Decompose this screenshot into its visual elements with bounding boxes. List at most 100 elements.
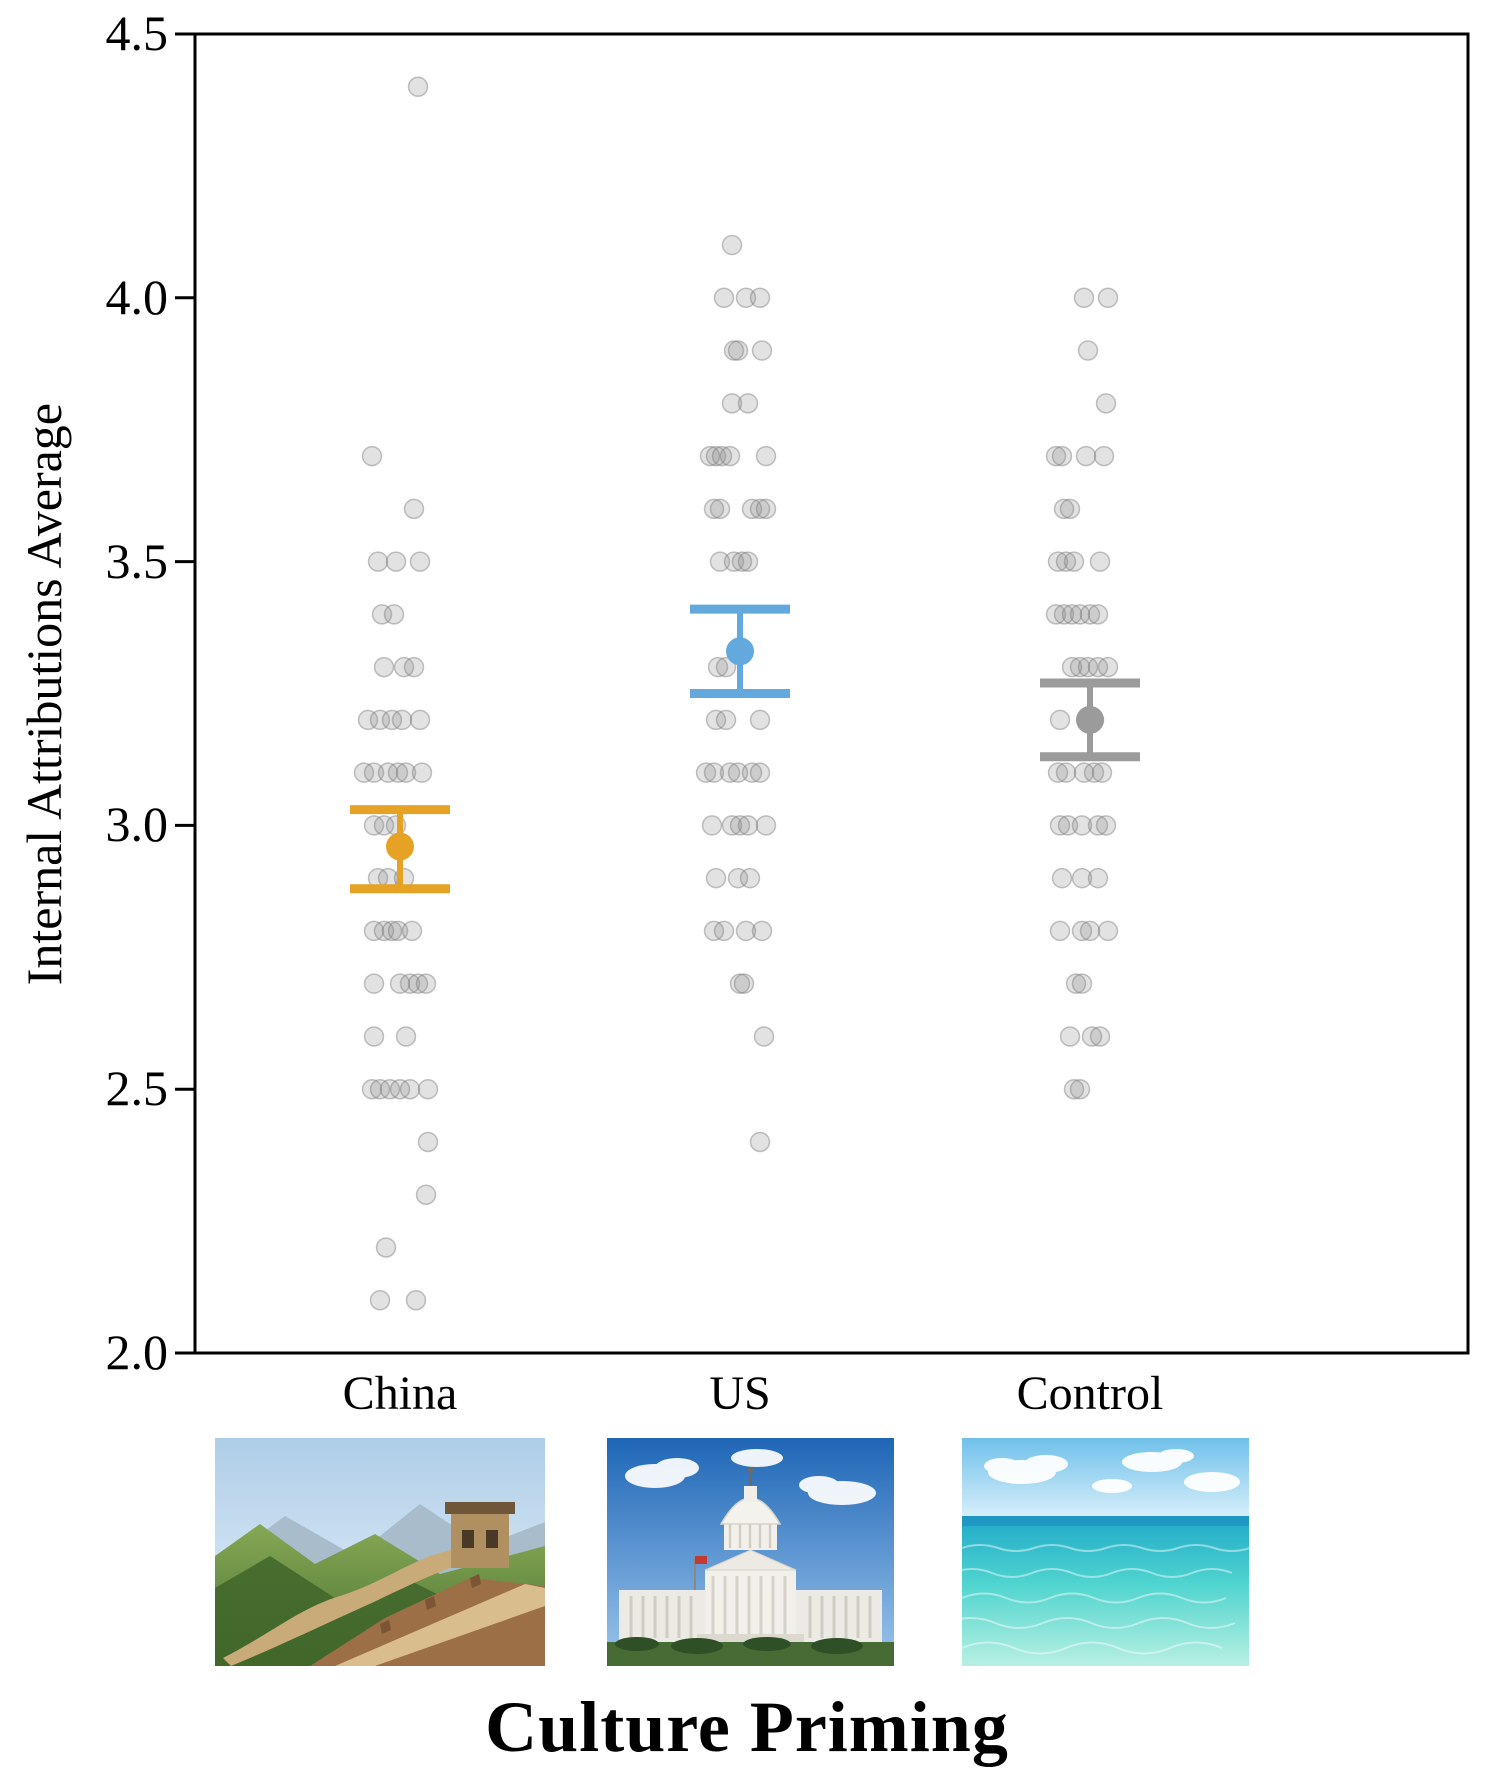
data-point bbox=[731, 551, 753, 572]
data-point bbox=[417, 1078, 439, 1100]
group-label-control: Control bbox=[1016, 1367, 1164, 1420]
data-point bbox=[755, 815, 777, 836]
data-point bbox=[381, 920, 403, 942]
data-point bbox=[709, 498, 731, 520]
data-point bbox=[375, 1237, 397, 1258]
data-point bbox=[1055, 551, 1077, 572]
data-point bbox=[385, 551, 407, 572]
group-points-control bbox=[1045, 287, 1119, 1100]
data-point bbox=[1073, 287, 1095, 309]
data-point bbox=[1061, 604, 1083, 625]
data-point bbox=[1079, 920, 1101, 942]
data-point bbox=[393, 656, 415, 678]
data-point bbox=[363, 920, 385, 942]
data-point bbox=[1059, 1026, 1081, 1047]
data-point bbox=[749, 498, 771, 520]
data-point bbox=[371, 604, 393, 625]
data-point bbox=[361, 1078, 383, 1100]
group-label-us: US bbox=[709, 1367, 771, 1420]
data-point bbox=[755, 498, 777, 520]
data-point bbox=[1053, 498, 1075, 520]
data-point bbox=[411, 762, 433, 783]
data-point bbox=[391, 709, 413, 731]
data-point bbox=[741, 498, 763, 520]
data-point bbox=[361, 445, 383, 467]
data-point bbox=[735, 920, 757, 942]
data-point bbox=[753, 1026, 775, 1047]
data-point bbox=[399, 1078, 421, 1100]
data-point bbox=[1087, 656, 1109, 678]
data-point bbox=[363, 815, 385, 836]
data-point bbox=[1091, 762, 1113, 783]
data-point bbox=[1069, 656, 1091, 678]
data-point bbox=[1087, 604, 1109, 625]
data-point bbox=[369, 1289, 391, 1311]
data-point bbox=[739, 867, 761, 889]
data-point bbox=[705, 445, 727, 467]
data-point bbox=[415, 1184, 437, 1205]
data-point bbox=[363, 762, 385, 783]
data-point bbox=[1075, 445, 1097, 467]
data-point bbox=[381, 709, 403, 731]
data-point bbox=[1093, 445, 1115, 467]
data-point bbox=[1083, 762, 1105, 783]
data-point bbox=[741, 762, 763, 783]
data-point bbox=[403, 498, 425, 520]
data-point bbox=[1059, 498, 1081, 520]
data-point bbox=[721, 815, 743, 836]
data-point bbox=[409, 709, 431, 731]
data-point bbox=[1049, 709, 1071, 731]
data-point bbox=[379, 1078, 401, 1100]
data-point bbox=[1051, 867, 1073, 889]
data-point bbox=[399, 973, 421, 994]
data-point bbox=[387, 762, 409, 783]
data-point bbox=[1063, 1078, 1085, 1100]
x-axis-label: Culture Priming bbox=[485, 1687, 1009, 1767]
data-point bbox=[749, 1131, 771, 1153]
data-point bbox=[1089, 1026, 1111, 1047]
mean-marker-china bbox=[350, 805, 450, 894]
data-point bbox=[369, 1078, 391, 1100]
mean-dot bbox=[386, 832, 414, 861]
data-point bbox=[395, 762, 417, 783]
data-point bbox=[401, 920, 423, 942]
data-point bbox=[1071, 815, 1093, 836]
data-point bbox=[1073, 762, 1095, 783]
ocean-photo bbox=[962, 1438, 1249, 1666]
data-point bbox=[749, 709, 771, 731]
y-tick-label: 2.0 bbox=[105, 1324, 169, 1380]
data-point bbox=[389, 1078, 411, 1100]
data-point bbox=[1051, 445, 1073, 467]
data-point bbox=[751, 340, 773, 361]
y-tick-label: 4.0 bbox=[105, 268, 169, 325]
data-point bbox=[727, 762, 749, 783]
data-point bbox=[353, 762, 375, 783]
data-point bbox=[1057, 815, 1079, 836]
mean-marker-control bbox=[1040, 678, 1140, 762]
data-point bbox=[1045, 604, 1067, 625]
us-capitol-photo bbox=[607, 1438, 894, 1666]
data-point bbox=[715, 656, 737, 678]
data-point bbox=[1071, 920, 1093, 942]
data-point bbox=[1095, 815, 1117, 836]
data-point bbox=[737, 393, 759, 414]
y-axis-label: Internal Attributions Average bbox=[16, 402, 72, 986]
data-point bbox=[715, 709, 737, 731]
great-wall-photo bbox=[215, 1438, 545, 1666]
data-point bbox=[751, 920, 773, 942]
data-point bbox=[1069, 604, 1091, 625]
data-point bbox=[1079, 604, 1101, 625]
us-prime-image bbox=[607, 1438, 894, 1666]
y-tick-label: 4.5 bbox=[105, 5, 169, 61]
y-tick-label: 3.5 bbox=[105, 532, 169, 589]
data-point bbox=[415, 973, 437, 994]
data-point bbox=[373, 815, 395, 836]
data-point bbox=[735, 287, 757, 309]
data-point bbox=[387, 920, 409, 942]
data-point bbox=[417, 1131, 439, 1153]
data-point bbox=[1069, 1078, 1091, 1100]
data-point bbox=[373, 920, 395, 942]
group-points-china bbox=[353, 76, 439, 1311]
